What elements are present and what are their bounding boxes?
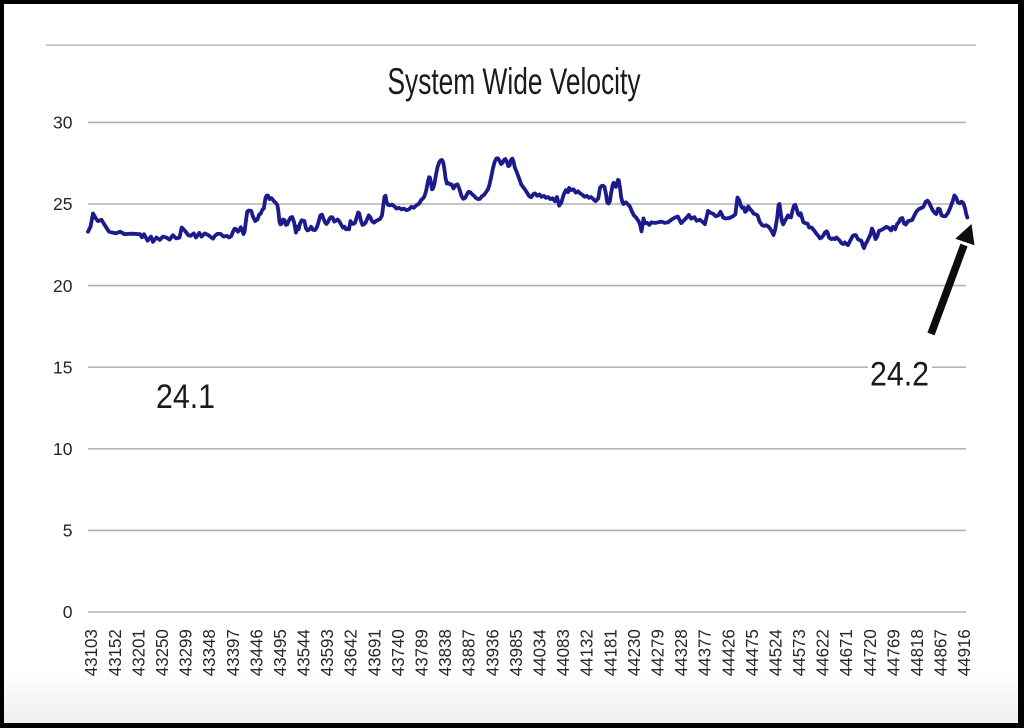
svg-text:44034: 44034 [530, 629, 550, 676]
svg-text:44818: 44818 [907, 629, 927, 676]
svg-text:44279: 44279 [648, 629, 668, 676]
svg-text:43446: 43446 [246, 629, 266, 676]
svg-text:44573: 44573 [789, 629, 809, 676]
svg-text:44083: 44083 [553, 629, 573, 676]
svg-text:0: 0 [63, 602, 73, 622]
svg-text:44426: 44426 [718, 629, 738, 676]
svg-text:44181: 44181 [600, 629, 620, 676]
svg-text:24.1: 24.1 [156, 378, 215, 416]
svg-text:44230: 44230 [624, 629, 644, 676]
svg-text:10: 10 [53, 439, 73, 459]
svg-text:43838: 43838 [435, 629, 455, 676]
svg-text:44769: 44769 [883, 629, 903, 676]
svg-text:43691: 43691 [364, 629, 384, 676]
svg-text:43642: 43642 [341, 629, 361, 676]
svg-text:43887: 43887 [459, 629, 479, 676]
svg-text:44475: 44475 [742, 629, 762, 676]
svg-text:43348: 43348 [199, 629, 219, 676]
svg-text:43201: 43201 [128, 629, 148, 676]
svg-text:43397: 43397 [223, 629, 243, 676]
svg-text:43250: 43250 [152, 629, 172, 676]
svg-text:44132: 44132 [577, 629, 597, 676]
svg-text:43936: 43936 [482, 629, 502, 676]
svg-text:System Wide Velocity: System Wide Velocity [388, 61, 641, 102]
svg-text:43299: 43299 [176, 629, 196, 676]
svg-text:43740: 43740 [388, 629, 408, 676]
svg-text:30: 30 [53, 113, 73, 133]
svg-text:15: 15 [53, 357, 72, 377]
svg-text:44867: 44867 [931, 629, 951, 676]
svg-text:44622: 44622 [813, 629, 833, 676]
svg-text:43103: 43103 [81, 629, 101, 676]
svg-text:44720: 44720 [860, 629, 880, 676]
svg-text:20: 20 [53, 276, 73, 296]
svg-text:5: 5 [63, 521, 73, 541]
svg-text:43495: 43495 [270, 629, 290, 676]
svg-text:44328: 44328 [671, 629, 691, 676]
svg-text:43593: 43593 [317, 629, 337, 676]
svg-text:25: 25 [53, 194, 72, 214]
svg-text:44524: 44524 [766, 629, 786, 676]
svg-text:24.2: 24.2 [870, 356, 929, 394]
svg-text:43985: 43985 [506, 629, 526, 676]
svg-text:43152: 43152 [105, 629, 125, 676]
svg-text:43789: 43789 [412, 629, 432, 676]
svg-text:44671: 44671 [836, 629, 856, 676]
svg-text:44916: 44916 [954, 629, 974, 676]
svg-text:44377: 44377 [695, 629, 715, 676]
svg-text:43544: 43544 [294, 629, 314, 676]
